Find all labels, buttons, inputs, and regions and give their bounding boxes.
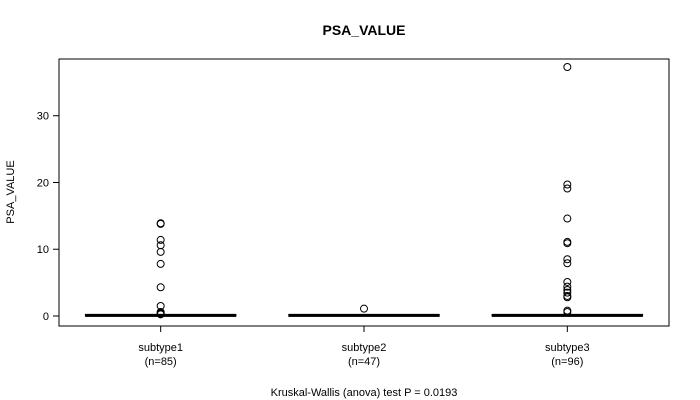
outlier-point — [563, 239, 572, 248]
x-tick-count-label: (n=96) — [551, 356, 583, 368]
y-axis-title: PSA_VALUE — [5, 160, 17, 223]
outlier-point — [563, 293, 572, 302]
outlier-point — [563, 184, 572, 193]
y-tick-label: 30 — [37, 111, 49, 123]
outlier-point — [563, 214, 572, 223]
outlier-point — [156, 241, 165, 250]
y-tick-label: 20 — [37, 177, 49, 189]
outlier-point — [360, 304, 368, 313]
outlier-point — [563, 255, 572, 264]
x-axis: subtype1 (n=85) subtype2 (n=47) subtype3 (n=9… — [138, 325, 590, 368]
outlier-point — [563, 282, 572, 291]
outlier-point — [563, 307, 572, 316]
y-tick-label: 0 — [43, 311, 49, 323]
x-tick-count-label: (n=85) — [145, 356, 177, 368]
y-axis: 0 10 20 30 — [37, 111, 60, 323]
outlier-point — [156, 259, 165, 268]
outlier-point — [156, 247, 165, 256]
outlier-point — [563, 259, 572, 268]
x-tick-label: subtype2 — [342, 342, 387, 354]
x-tick-label: subtype1 — [138, 342, 183, 354]
outlier-point — [156, 235, 165, 244]
x-tick-label: subtype3 — [545, 342, 590, 354]
boxes — [84, 63, 644, 319]
box-subtype2 — [288, 304, 440, 317]
outlier-point — [563, 63, 572, 72]
chart-title: PSA_VALUE — [323, 22, 406, 38]
outlier-point — [563, 288, 572, 297]
footnote: Kruskal-Wallis (anova) test P = 0.0193 — [271, 387, 458, 399]
outlier-point — [563, 277, 572, 286]
y-tick-label: 10 — [37, 244, 49, 256]
box-subtype1 — [84, 219, 237, 319]
x-tick-count-label: (n=47) — [348, 356, 380, 368]
outlier-point — [156, 219, 165, 228]
box-subtype3 — [491, 63, 644, 317]
plot-frame — [58, 58, 670, 327]
outlier-point — [156, 283, 165, 292]
outlier-point — [156, 310, 165, 319]
outlier-point — [563, 180, 572, 189]
